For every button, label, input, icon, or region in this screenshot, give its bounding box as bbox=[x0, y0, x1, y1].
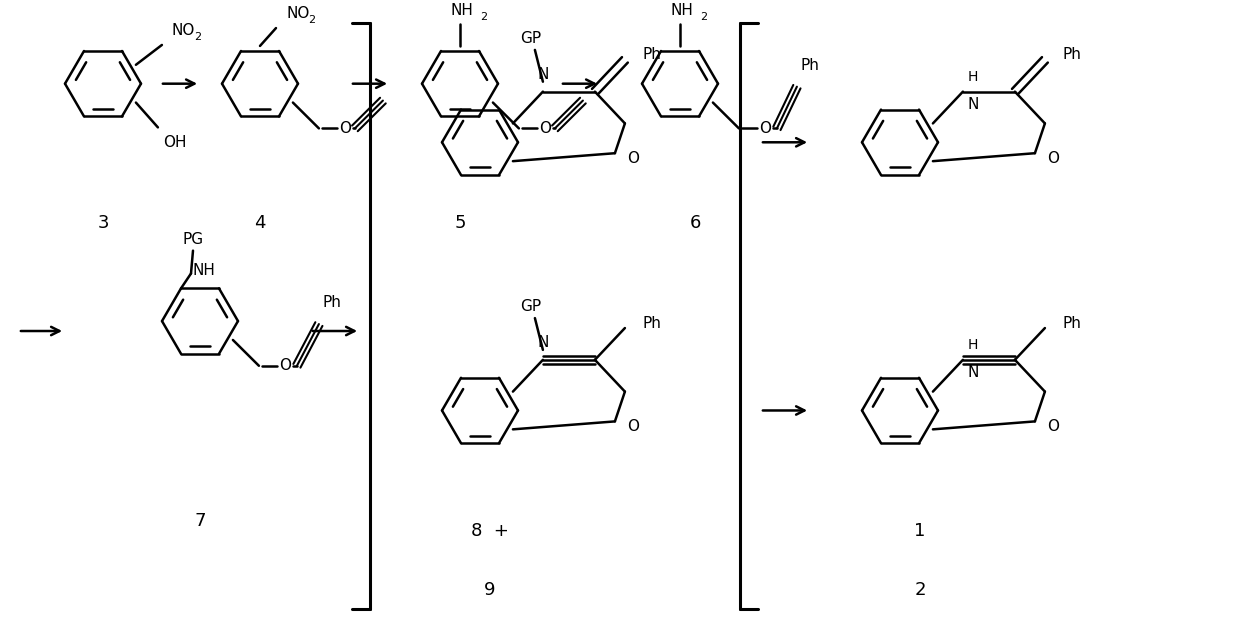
Text: GP: GP bbox=[521, 31, 542, 46]
Text: N: N bbox=[537, 67, 548, 82]
Text: 5: 5 bbox=[454, 214, 466, 231]
Text: 2: 2 bbox=[308, 15, 315, 25]
Text: 6: 6 bbox=[689, 214, 701, 231]
Text: O: O bbox=[279, 359, 291, 373]
Text: Ph: Ph bbox=[642, 316, 662, 331]
Text: H: H bbox=[968, 338, 978, 352]
Text: 4: 4 bbox=[254, 214, 265, 231]
Text: 3: 3 bbox=[97, 214, 109, 231]
Text: 8  +: 8 + bbox=[471, 521, 508, 540]
Text: H: H bbox=[968, 70, 978, 84]
Text: PG: PG bbox=[182, 231, 203, 247]
Text: NH: NH bbox=[193, 263, 216, 278]
Text: O: O bbox=[627, 151, 639, 165]
Text: NO: NO bbox=[286, 6, 309, 21]
Text: 9: 9 bbox=[485, 581, 496, 599]
Text: N: N bbox=[537, 335, 548, 350]
Text: NH: NH bbox=[671, 3, 693, 18]
Text: O: O bbox=[759, 121, 771, 136]
Text: 2: 2 bbox=[193, 32, 201, 42]
Text: Ph: Ph bbox=[642, 47, 662, 62]
Text: 2: 2 bbox=[914, 581, 926, 599]
Text: Ph: Ph bbox=[322, 295, 342, 310]
Text: OH: OH bbox=[162, 135, 186, 150]
Text: 2: 2 bbox=[701, 12, 707, 22]
Text: 1: 1 bbox=[914, 521, 926, 540]
Text: O: O bbox=[1047, 151, 1059, 165]
Text: Ph: Ph bbox=[1063, 316, 1081, 331]
Text: NH: NH bbox=[450, 3, 474, 18]
Text: N: N bbox=[968, 97, 980, 111]
Text: O: O bbox=[1047, 419, 1059, 434]
Text: Ph: Ph bbox=[1063, 47, 1081, 62]
Text: 7: 7 bbox=[195, 512, 206, 530]
Text: N: N bbox=[968, 365, 980, 380]
Text: O: O bbox=[539, 121, 551, 136]
Text: 2: 2 bbox=[480, 12, 487, 22]
Text: NO: NO bbox=[172, 23, 195, 38]
Text: O: O bbox=[339, 121, 351, 136]
Text: GP: GP bbox=[521, 299, 542, 314]
Text: O: O bbox=[627, 419, 639, 434]
Text: Ph: Ph bbox=[801, 58, 820, 73]
